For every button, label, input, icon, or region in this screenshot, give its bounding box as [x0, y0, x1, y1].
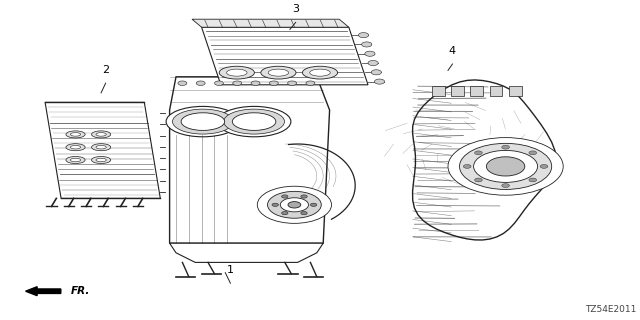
- Ellipse shape: [70, 132, 81, 136]
- Circle shape: [251, 81, 260, 85]
- Circle shape: [214, 81, 223, 85]
- Circle shape: [272, 203, 278, 206]
- Ellipse shape: [70, 145, 81, 149]
- Ellipse shape: [96, 158, 106, 162]
- Text: FR.: FR.: [70, 286, 90, 296]
- Circle shape: [460, 143, 552, 189]
- Text: 3: 3: [292, 4, 299, 14]
- Bar: [490, 86, 502, 96]
- Circle shape: [474, 150, 538, 182]
- Circle shape: [178, 81, 187, 85]
- Ellipse shape: [302, 66, 338, 79]
- Circle shape: [368, 60, 378, 66]
- Circle shape: [529, 178, 536, 182]
- Circle shape: [502, 145, 509, 149]
- Ellipse shape: [96, 132, 106, 136]
- Circle shape: [486, 157, 525, 176]
- Ellipse shape: [219, 66, 255, 79]
- Ellipse shape: [268, 69, 289, 76]
- Ellipse shape: [66, 131, 85, 138]
- Ellipse shape: [66, 156, 85, 164]
- Circle shape: [268, 191, 321, 218]
- Circle shape: [288, 202, 301, 208]
- Ellipse shape: [224, 109, 285, 134]
- Circle shape: [529, 151, 536, 155]
- Circle shape: [502, 184, 509, 188]
- Circle shape: [362, 42, 372, 47]
- Ellipse shape: [92, 144, 111, 151]
- Ellipse shape: [227, 69, 247, 76]
- Circle shape: [269, 81, 278, 85]
- Ellipse shape: [181, 113, 225, 131]
- Circle shape: [374, 79, 385, 84]
- Text: TZ54E2011: TZ54E2011: [586, 305, 637, 314]
- Polygon shape: [45, 102, 160, 198]
- Circle shape: [280, 198, 308, 212]
- Ellipse shape: [166, 106, 240, 137]
- Ellipse shape: [96, 145, 106, 149]
- Bar: [451, 86, 464, 96]
- Polygon shape: [413, 80, 556, 240]
- Polygon shape: [202, 27, 368, 85]
- Circle shape: [371, 70, 381, 75]
- Circle shape: [365, 51, 375, 56]
- Bar: [509, 86, 522, 96]
- FancyArrow shape: [26, 287, 61, 296]
- Circle shape: [463, 164, 471, 168]
- Ellipse shape: [173, 109, 234, 134]
- Circle shape: [233, 81, 242, 85]
- Circle shape: [475, 178, 483, 182]
- Ellipse shape: [92, 156, 111, 164]
- Circle shape: [196, 81, 205, 85]
- Ellipse shape: [218, 106, 291, 137]
- Text: 1: 1: [227, 265, 234, 275]
- Circle shape: [540, 164, 548, 168]
- Text: 4: 4: [449, 46, 456, 56]
- Circle shape: [282, 195, 288, 198]
- Circle shape: [301, 212, 307, 215]
- Ellipse shape: [92, 131, 111, 138]
- Ellipse shape: [232, 113, 276, 131]
- Text: 2: 2: [102, 65, 109, 75]
- Circle shape: [475, 151, 483, 155]
- Ellipse shape: [310, 69, 330, 76]
- Ellipse shape: [70, 158, 81, 162]
- Circle shape: [257, 186, 332, 223]
- Circle shape: [301, 195, 307, 198]
- Polygon shape: [170, 243, 323, 262]
- Circle shape: [306, 81, 315, 85]
- Polygon shape: [170, 77, 330, 243]
- Ellipse shape: [66, 144, 85, 151]
- Circle shape: [282, 212, 288, 215]
- Circle shape: [358, 33, 369, 38]
- Circle shape: [448, 138, 563, 195]
- Circle shape: [310, 203, 317, 206]
- Ellipse shape: [261, 66, 296, 79]
- Polygon shape: [192, 19, 349, 27]
- Bar: [432, 86, 445, 96]
- Bar: [470, 86, 483, 96]
- Circle shape: [287, 81, 296, 85]
